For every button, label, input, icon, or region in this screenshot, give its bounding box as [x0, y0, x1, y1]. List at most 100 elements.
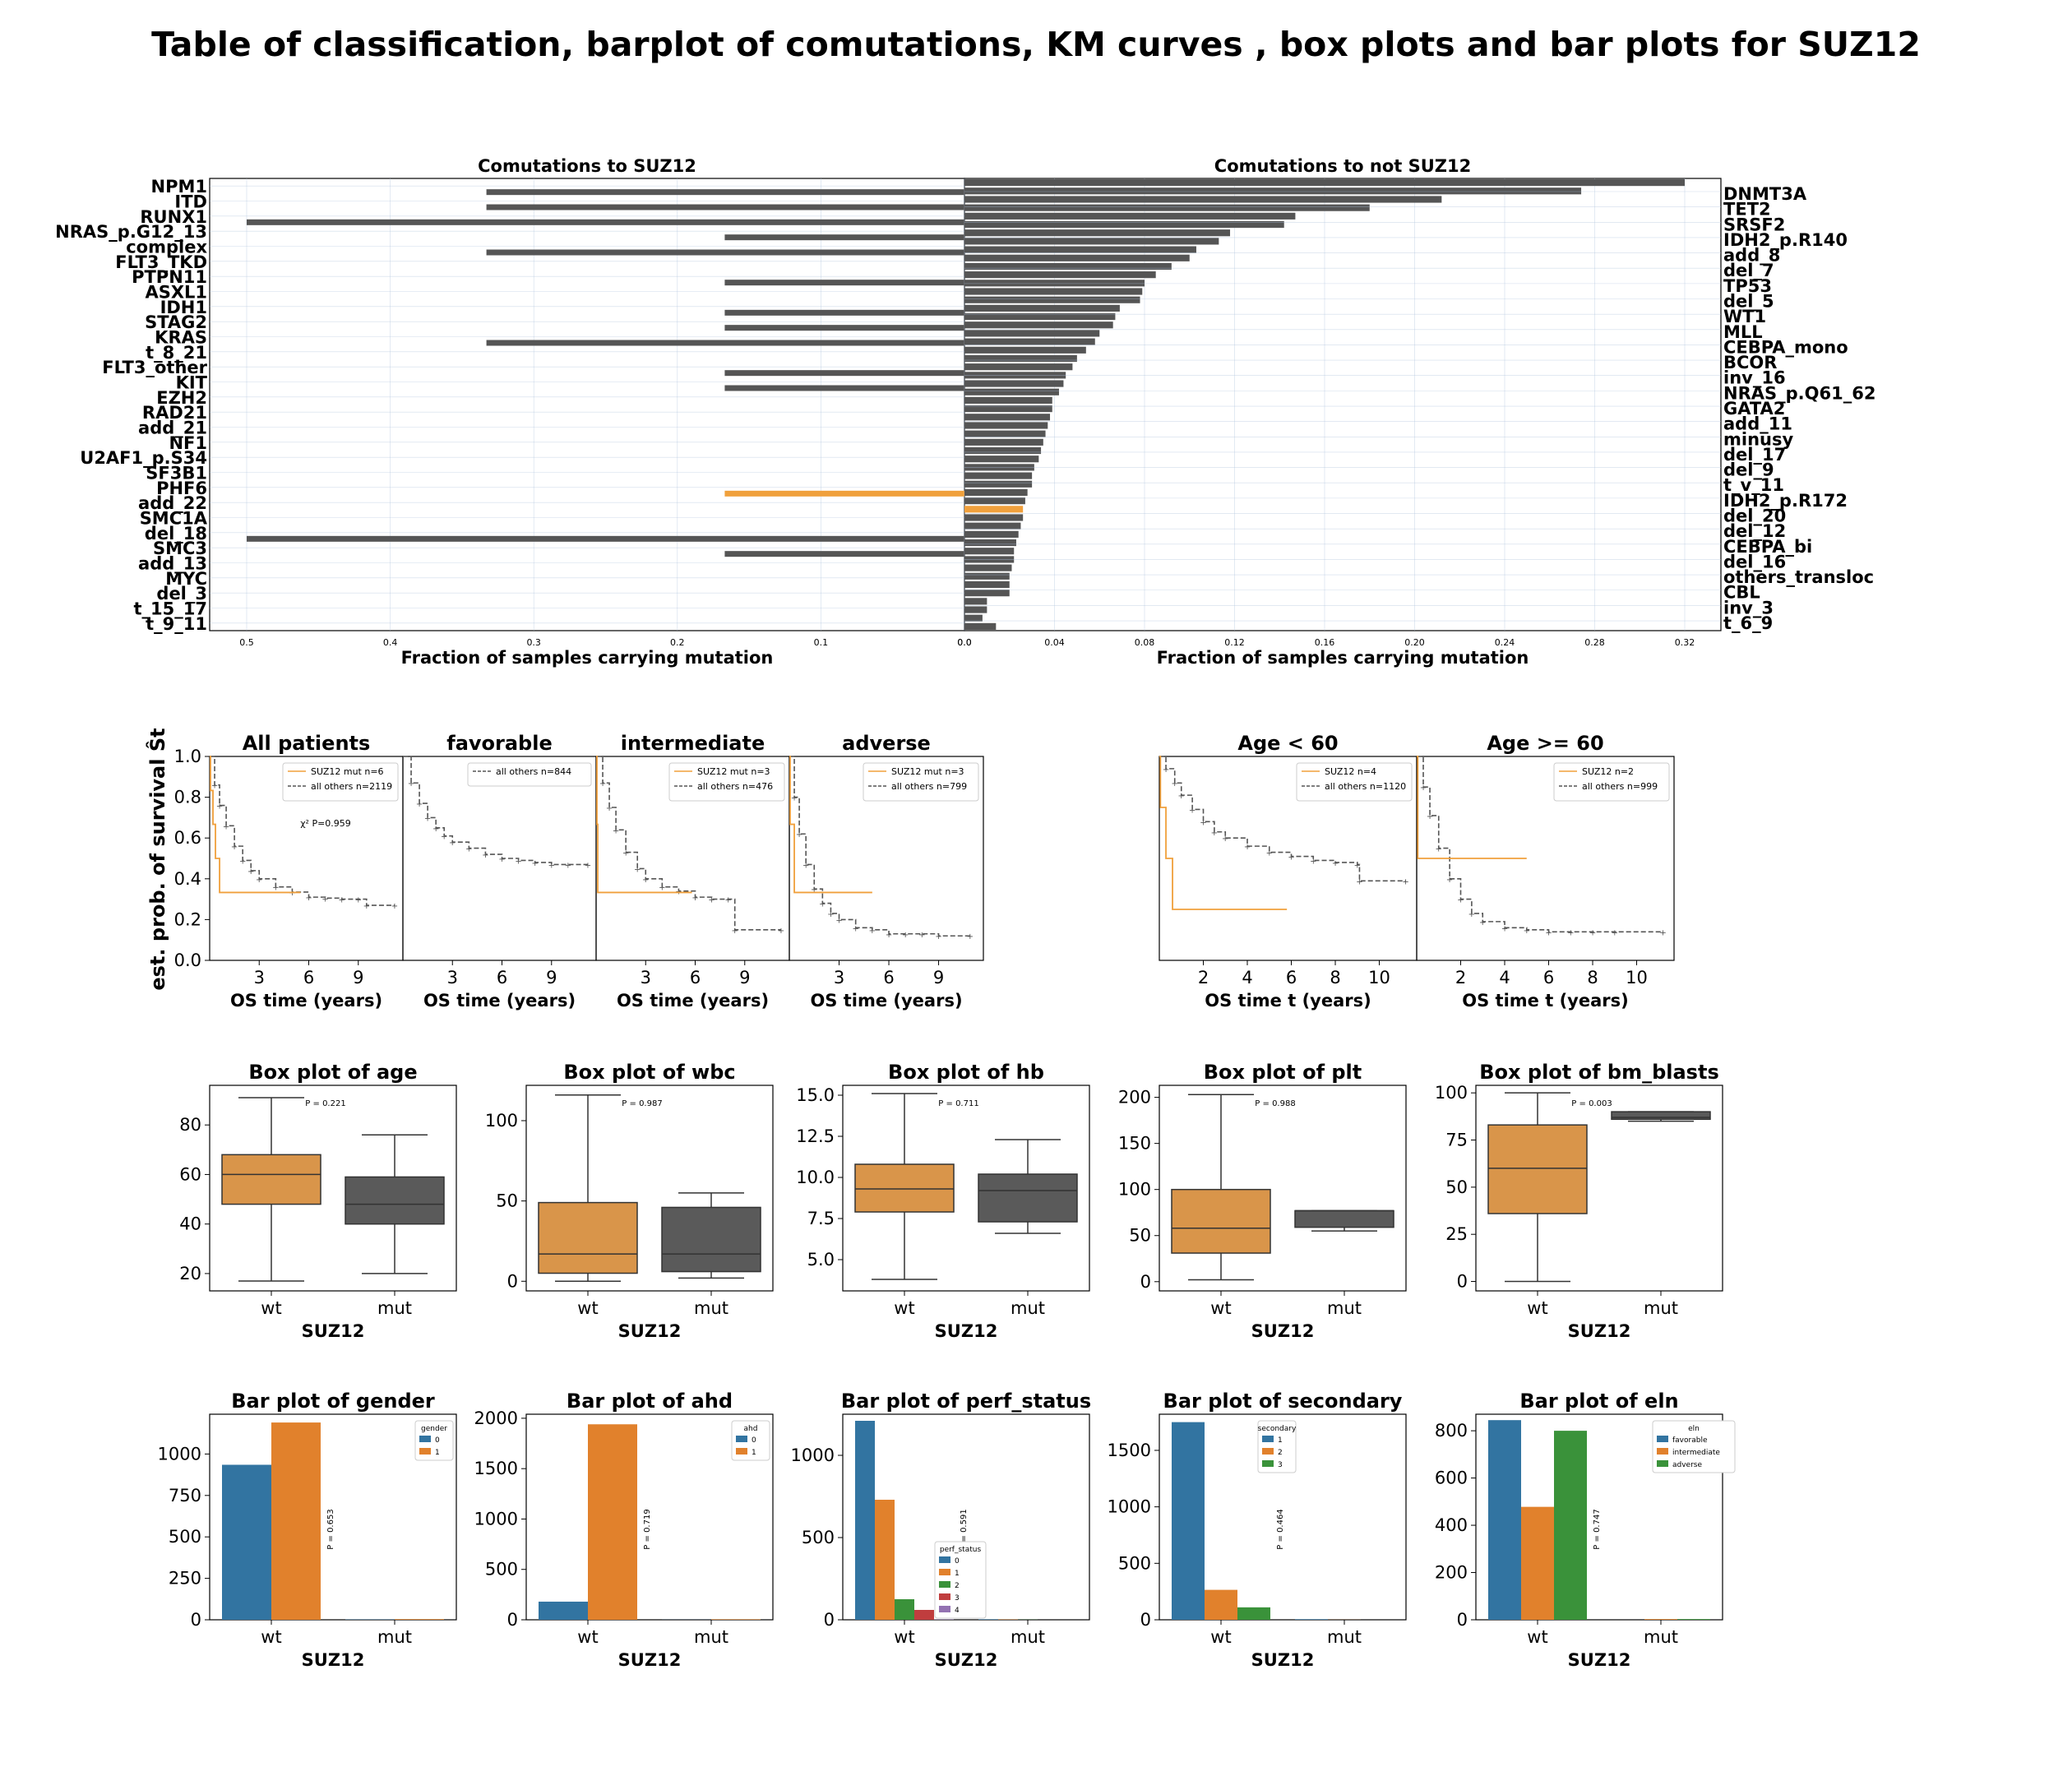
censor-mark: +	[606, 804, 613, 813]
bar	[271, 1422, 321, 1620]
tick-label: 1000	[474, 1509, 518, 1529]
tick-label: SMC3	[153, 539, 207, 558]
axis-label: SUZ12	[618, 1650, 682, 1670]
censor-mark: +	[869, 927, 876, 936]
tick-label: wt	[577, 1627, 598, 1647]
axis-label: OS time (years)	[230, 991, 382, 1011]
legend-swatch	[419, 1448, 431, 1455]
tick-label: 8	[1587, 968, 1598, 987]
legend-swatch	[939, 1606, 950, 1612]
tick-label: 0	[1457, 1610, 1468, 1630]
tick-label: 500	[485, 1560, 518, 1579]
tick-label: 1500	[1108, 1441, 1151, 1460]
annotation: χ² P=0.959	[300, 818, 351, 829]
tick-label: 15.0	[796, 1085, 835, 1105]
tick-label: 4	[1499, 968, 1510, 987]
bar	[964, 354, 1077, 363]
km-curve-mut	[1159, 756, 1288, 910]
tick-label: wt	[261, 1627, 281, 1647]
legend-box	[1296, 762, 1413, 802]
bar	[855, 1421, 875, 1620]
censor-mark: +	[827, 910, 834, 919]
bar	[964, 212, 1296, 220]
bar	[964, 522, 1021, 530]
box	[854, 1163, 955, 1213]
bar	[395, 1619, 444, 1620]
censor-mark: +	[791, 794, 798, 803]
axis-label: SUZ12	[302, 1650, 365, 1670]
tick-label: 50	[496, 1191, 518, 1211]
tick-label: mut	[694, 1298, 728, 1318]
tick-label: CBL	[1723, 583, 1760, 603]
box-axes-frame	[842, 1085, 1090, 1292]
censor-mark: +	[449, 839, 456, 848]
tick-label: wt	[1210, 1627, 1231, 1647]
censor-mark: +	[585, 861, 591, 870]
censor-mark: +	[1211, 829, 1218, 838]
legend-label: SUZ12 n=4	[1325, 766, 1376, 777]
chart-title: Comutations to not SUZ12	[1214, 156, 1471, 176]
bar	[964, 598, 987, 605]
box	[1171, 1188, 1271, 1254]
censor-mark: +	[1659, 928, 1666, 937]
box-axes-frame	[1475, 1085, 1723, 1292]
chart-title: adverse	[842, 732, 931, 755]
legend-label: all others n=476	[697, 781, 773, 792]
box	[1487, 1124, 1588, 1214]
tick-label: 9	[739, 968, 750, 987]
tick-label: NPM1	[151, 177, 207, 197]
censor-mark: +	[1427, 812, 1433, 821]
bar	[222, 1464, 271, 1620]
tick-label: EZH2	[156, 388, 207, 408]
tick-label: 3	[834, 968, 844, 987]
bar	[724, 551, 964, 557]
tick-label: IDH1	[160, 298, 207, 317]
bar	[964, 530, 1019, 538]
tick-label: PHF6	[156, 479, 207, 498]
bar-axes-frame	[842, 1413, 1090, 1621]
bar	[1488, 1420, 1521, 1620]
km-curve-others	[596, 756, 781, 931]
box	[538, 1201, 638, 1274]
tick-label: PTPN11	[132, 267, 207, 287]
censor-mark: +	[1567, 928, 1574, 937]
censor-mark: +	[1244, 843, 1251, 852]
bar	[1172, 1422, 1205, 1620]
axis-label: SUZ12	[618, 1321, 682, 1341]
tick-label: 5.0	[807, 1250, 835, 1270]
bar	[964, 321, 1113, 329]
tick-label: KRAS	[155, 328, 207, 348]
legend-swatch	[939, 1581, 950, 1588]
tick-label: del_5	[1723, 292, 1774, 312]
bar	[964, 497, 1025, 505]
legend-swatch	[1262, 1460, 1274, 1467]
tick-label: 0	[1140, 1610, 1151, 1630]
tick-label: t_15_17	[134, 599, 208, 619]
tick-label: 40	[179, 1214, 201, 1234]
tick-label: BCOR	[1723, 353, 1777, 372]
bar	[711, 1619, 761, 1620]
tick-label: 500	[802, 1528, 835, 1547]
km-curve-others	[789, 756, 970, 937]
tick-label: 2	[1455, 968, 1466, 987]
tick-label: RAD21	[142, 403, 207, 423]
legend-swatch	[736, 1448, 747, 1455]
tick-label: 3	[447, 968, 458, 987]
axis-label: OS time t (years)	[1205, 991, 1371, 1011]
tick-label: del_18	[145, 524, 207, 543]
bar	[964, 229, 1231, 237]
tick-label: del_16	[1723, 552, 1786, 571]
tick-label: 1000	[791, 1445, 835, 1465]
censor-mark: +	[724, 896, 731, 905]
tick-label: 0.6	[174, 828, 201, 848]
figure-title: Table of classification, barplot of comu…	[151, 25, 1921, 64]
legend-title: secondary	[1258, 1425, 1297, 1433]
tick-label: 1.0	[174, 747, 201, 766]
tick-label: 6	[690, 968, 701, 987]
tick-label: 100	[485, 1111, 518, 1131]
tick-label: del_12	[1723, 521, 1786, 541]
legend-title: ahd	[744, 1425, 758, 1433]
tick-label: 6	[883, 968, 894, 987]
km-curve-mut	[1417, 756, 1527, 859]
bar	[1205, 1589, 1237, 1620]
